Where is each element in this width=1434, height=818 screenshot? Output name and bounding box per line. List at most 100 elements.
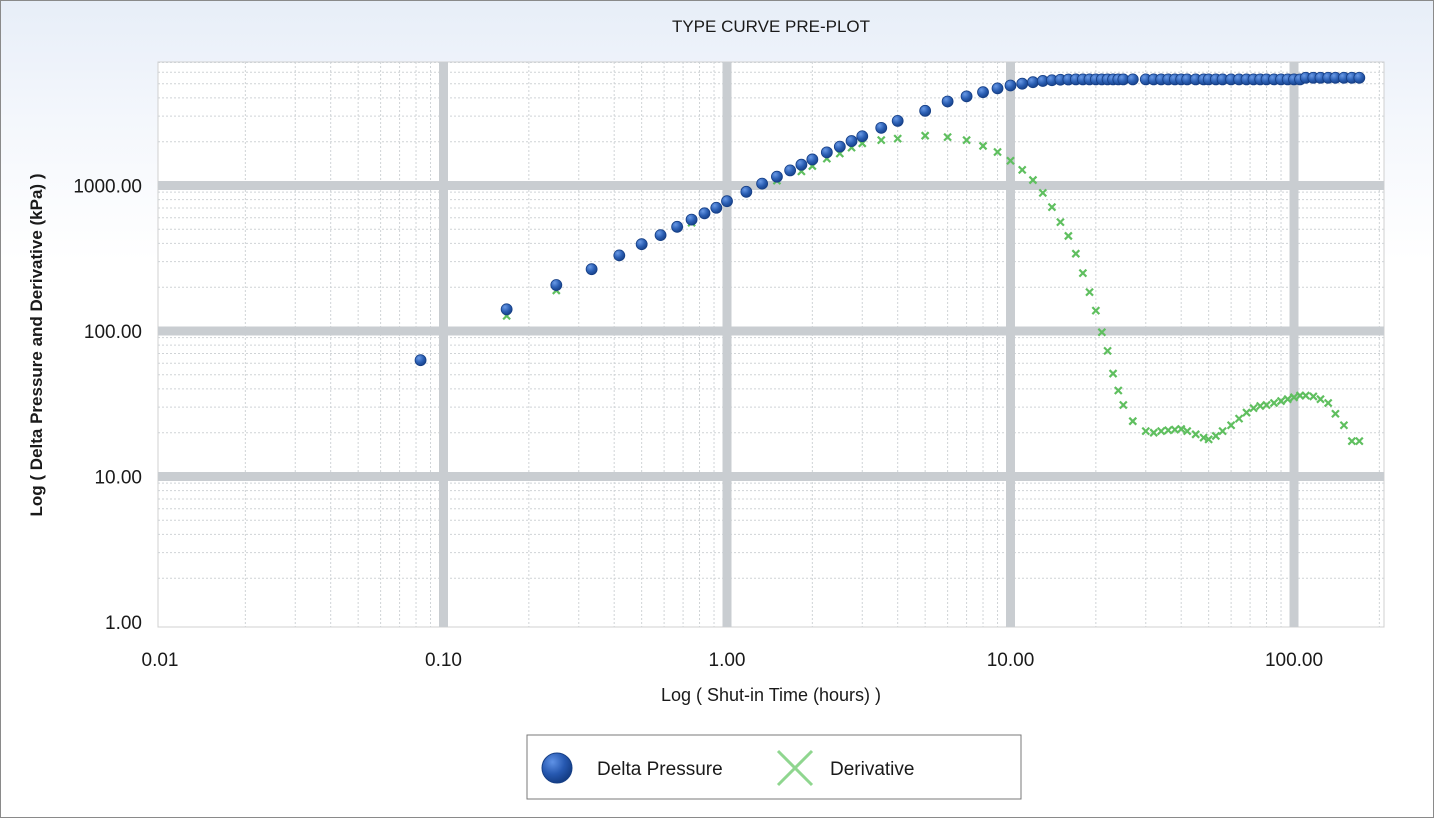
derivative-point xyxy=(1128,416,1138,426)
derivative-point xyxy=(1226,420,1236,430)
x-tick-label: 100.00 xyxy=(1265,650,1323,671)
derivative-point xyxy=(1249,403,1258,413)
legend-label-delta-pressure: Delta Pressure xyxy=(597,759,723,780)
x-marker-icon xyxy=(776,749,814,787)
derivative-point xyxy=(1276,396,1286,406)
delta-pressure-point xyxy=(1353,71,1366,84)
derivative-point xyxy=(1269,398,1279,408)
derivative-point xyxy=(1355,436,1364,446)
x-tick-label: 0.10 xyxy=(425,650,462,671)
derivative-point xyxy=(1091,306,1101,315)
x-axis-tick-labels: 0.01 0.10 1.00 10.00 100.00 xyxy=(142,650,1324,671)
derivative-point xyxy=(1347,436,1357,446)
delta-pressure-point xyxy=(721,195,733,208)
derivative-point xyxy=(1255,401,1265,411)
derivative-point xyxy=(1289,393,1299,402)
derivative-point xyxy=(1141,426,1151,436)
delta-pressure-point xyxy=(710,201,723,214)
derivative-point xyxy=(1071,249,1081,258)
y-axis-tick-labels: 1.00 10.00 100.00 1000.00 xyxy=(73,177,142,635)
delta-pressure-point xyxy=(875,121,888,134)
delta-pressure-point xyxy=(613,249,626,262)
derivative-point xyxy=(1176,424,1186,434)
derivative-point xyxy=(1163,425,1173,435)
delta-pressure-point xyxy=(740,185,753,198)
x-tick-label: 1.00 xyxy=(709,650,746,671)
delta-pressure-point xyxy=(820,146,833,159)
derivative-point xyxy=(1017,165,1027,175)
derivative-point xyxy=(1283,394,1292,404)
derivative-point xyxy=(943,132,952,142)
derivative-point xyxy=(993,147,1002,157)
delta-pressure-point xyxy=(654,229,667,242)
delta-pressure-point xyxy=(1004,79,1017,92)
delta-pressure-point xyxy=(991,82,1004,95)
derivative-point xyxy=(1114,386,1123,395)
y-tick-label: 100.00 xyxy=(84,322,142,343)
delta-pressure-point xyxy=(414,354,427,367)
chart-title: TYPE CURVE PRE-PLOT xyxy=(672,17,870,36)
derivative-point xyxy=(1331,409,1340,419)
derivative-point xyxy=(1028,175,1038,185)
derivative-point xyxy=(1085,287,1094,297)
circle-marker-icon xyxy=(541,752,573,784)
derivative-point xyxy=(1119,400,1128,410)
derivative-point xyxy=(920,131,930,140)
x-tick-label: 0.01 xyxy=(142,650,179,671)
delta-pressure-point xyxy=(941,95,954,108)
delta-pressure-point xyxy=(550,279,563,291)
derivative-point xyxy=(1301,391,1311,400)
derivative-point xyxy=(1097,327,1107,337)
derivative-point xyxy=(1211,431,1221,441)
delta-pressure-point xyxy=(891,114,904,127)
derivative-point xyxy=(962,135,971,145)
minor-gridlines xyxy=(158,62,1384,627)
delta-pressure-point xyxy=(585,263,598,276)
series-delta-pressure xyxy=(414,71,1366,367)
delta-pressure-point xyxy=(756,177,769,190)
plot-area xyxy=(157,61,1385,628)
legend: Delta Pressure Derivative xyxy=(526,734,1022,800)
derivative-point xyxy=(1191,430,1200,439)
y-axis-label: Log ( Delta Pressure and Derivative (kPa… xyxy=(27,174,46,517)
derivative-point xyxy=(1323,398,1333,408)
delta-pressure-point xyxy=(919,104,932,117)
derivative-point xyxy=(876,135,886,145)
derivative-point xyxy=(1108,369,1118,378)
derivative-point xyxy=(1204,435,1213,444)
delta-pressure-point xyxy=(806,153,819,166)
delta-pressure-point xyxy=(845,135,858,147)
derivative-point xyxy=(1006,156,1015,166)
derivative-point xyxy=(1149,428,1158,437)
derivative-point xyxy=(1182,426,1192,436)
derivative-point xyxy=(1309,392,1318,401)
legend-label-derivative: Derivative xyxy=(830,759,914,780)
derivative-point xyxy=(978,141,988,151)
delta-pressure-point xyxy=(1126,73,1139,86)
y-tick-label: 1000.00 xyxy=(73,177,142,198)
derivative-point xyxy=(1078,268,1088,278)
delta-pressure-point xyxy=(977,86,989,99)
derivative-point xyxy=(1234,414,1244,423)
delta-pressure-point xyxy=(698,207,711,220)
delta-pressure-point xyxy=(784,164,797,177)
derivative-point xyxy=(1339,420,1349,430)
derivative-point xyxy=(1064,231,1073,241)
derivative-point xyxy=(1103,346,1112,356)
delta-pressure-point xyxy=(1016,77,1029,90)
derivative-point xyxy=(1156,426,1166,436)
derivative-point xyxy=(1316,394,1325,404)
x-axis-label: Log ( Shut-in Time (hours) ) xyxy=(661,685,881,705)
derivative-point xyxy=(1262,400,1271,410)
y-tick-label: 10.00 xyxy=(94,468,142,489)
delta-pressure-point xyxy=(685,213,698,226)
delta-pressure-point xyxy=(671,220,684,233)
delta-pressure-point xyxy=(635,238,648,251)
delta-pressure-point xyxy=(771,170,783,183)
derivative-point xyxy=(1038,188,1048,198)
series-derivative xyxy=(502,131,1364,446)
delta-pressure-point xyxy=(960,90,973,103)
derivative-point xyxy=(1242,408,1251,417)
derivative-point xyxy=(1056,217,1065,227)
